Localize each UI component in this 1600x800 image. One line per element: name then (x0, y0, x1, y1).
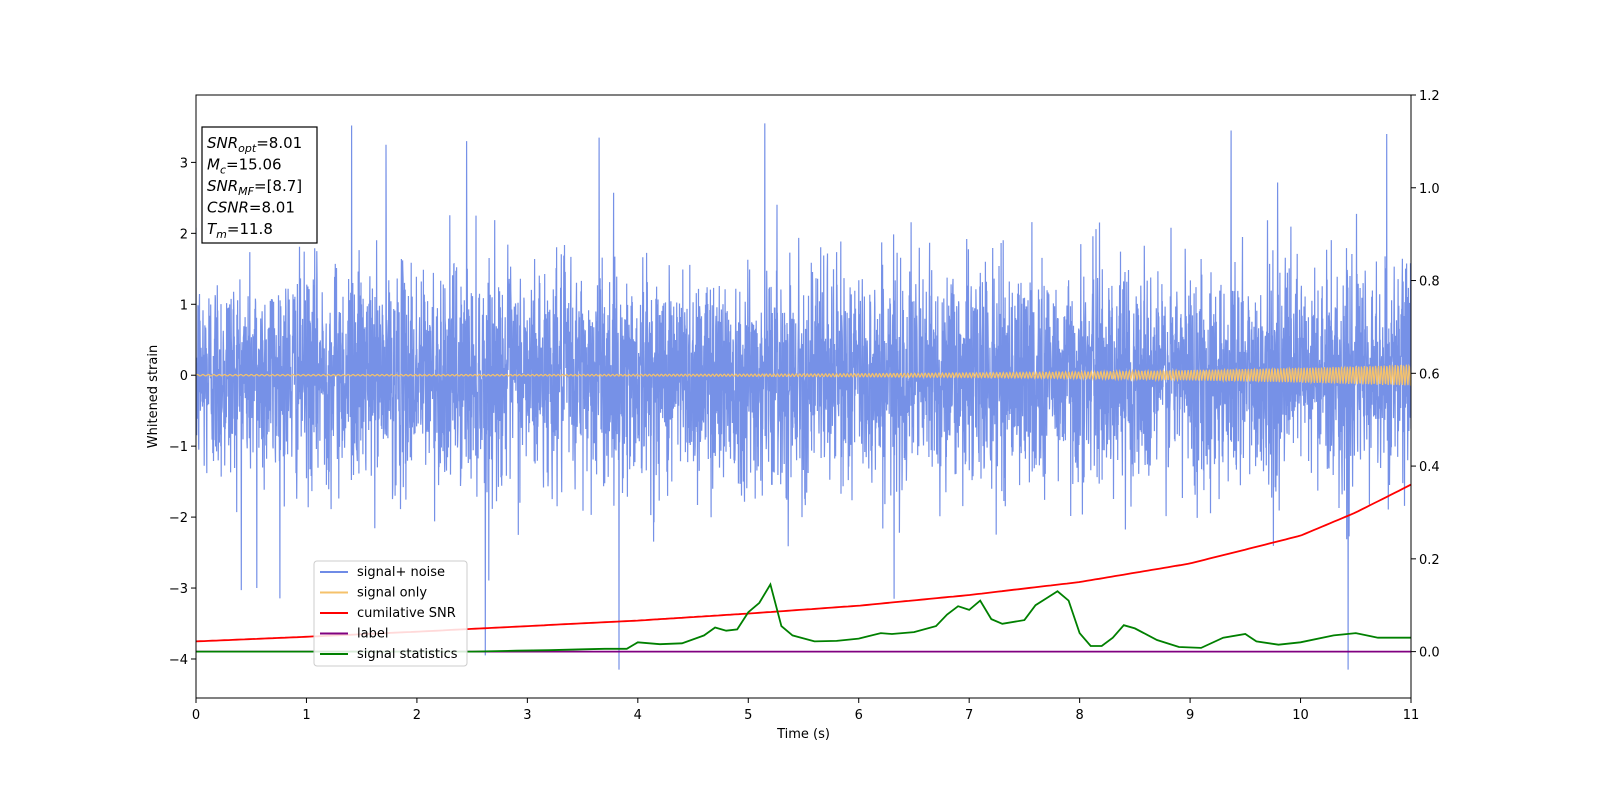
legend: signal+ noise signal only cumilative SNR la… (313, 560, 468, 667)
legend-label: signal+ noise (357, 565, 445, 580)
series-signal-only (196, 363, 1411, 386)
y-tick-label: 2 (180, 227, 188, 242)
y-axis-label: Whitened strain (146, 345, 161, 448)
x-tick-label: 2 (413, 708, 421, 723)
y-tick-label: −4 (169, 653, 188, 668)
x-tick-label: 4 (634, 708, 642, 723)
x-tick-label: 0 (192, 708, 200, 723)
legend-label: signal only (357, 586, 427, 601)
plot-frame (195, 94, 1412, 699)
x-tick-label: 3 (523, 708, 531, 723)
series-signal-noise (196, 123, 1411, 670)
y2-tick-label: 0.4 (1419, 460, 1440, 475)
x-tick-label: 5 (744, 708, 752, 723)
x-tick-label: 7 (965, 708, 973, 723)
info-line: SNRMF=[8.7] (207, 177, 302, 198)
axes: 0 1 2 3 4 5 6 7 8 9 10 11 −4 −3 −2 −1 0 1 2 3 0.0 0.2 0.4 0.6 0.… (169, 89, 1440, 723)
info-line: Tm=11.8 (207, 220, 273, 241)
legend-label: signal statistics (357, 647, 458, 662)
y2-tick-label: 1.2 (1419, 89, 1440, 104)
y-tick-label: 1 (180, 298, 188, 313)
y-tick-label: −2 (169, 511, 188, 526)
series-signal-statistics (196, 582, 1411, 653)
y-tick-label: −1 (169, 440, 188, 455)
legend-frame (313, 560, 468, 667)
y2-tick-label: 0.6 (1419, 367, 1440, 382)
legend-label: cumilative SNR (357, 606, 456, 621)
y-tick-label: −3 (169, 582, 188, 597)
info-line: CSNR=8.01 (207, 199, 295, 217)
y2-tick-label: 0.2 (1419, 553, 1440, 568)
x-tick-label: 11 (1403, 708, 1420, 723)
x-axis-label: Time (s) (776, 727, 830, 742)
y-tick-label: 3 (180, 156, 188, 171)
info-box-frame (201, 126, 318, 244)
x-tick-label: 1 (302, 708, 310, 723)
x-tick-label: 8 (1075, 708, 1083, 723)
x-tick-label: 10 (1292, 708, 1309, 723)
legend-label: label (357, 627, 388, 642)
y2-tick-label: 1.0 (1419, 182, 1440, 197)
info-line: Mc=15.06 (207, 156, 282, 177)
x-tick-label: 6 (855, 708, 863, 723)
y2-tick-label: 0.0 (1419, 646, 1440, 661)
y-tick-label: 0 (180, 369, 188, 384)
x-tick-label: 9 (1186, 708, 1194, 723)
y2-tick-label: 0.8 (1419, 275, 1440, 290)
info-line: SNRopt=8.01 (207, 134, 302, 155)
